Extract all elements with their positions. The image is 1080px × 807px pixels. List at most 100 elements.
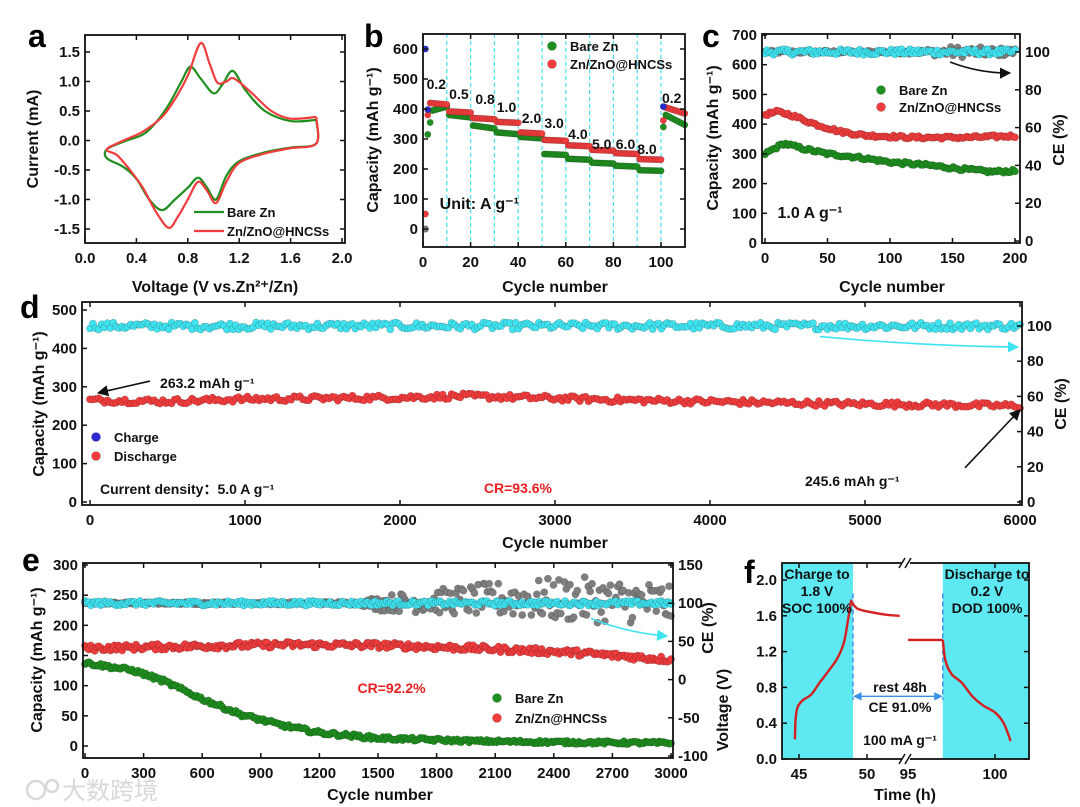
rest-label: rest 48h <box>873 679 927 695</box>
y2-tick-label: 0 <box>1025 233 1033 250</box>
legend-item: Bare Zn <box>492 691 563 706</box>
ce-point <box>657 585 666 593</box>
x-tick-label: 1200 <box>303 765 336 782</box>
legend-label: Discharge <box>114 449 177 464</box>
capacity-point <box>467 109 475 117</box>
y2-tick-label: 100 <box>1025 44 1050 61</box>
ce-point <box>164 325 173 334</box>
current-density-label: Current density：5.0 A g⁻¹ <box>100 481 275 497</box>
series-zn-zn-hncss <box>81 638 675 666</box>
plot-frame <box>81 301 1023 506</box>
panel-e: CR=92.2% Bare Zn Zn/Zn@HNCSs 0 300 600 900 1200… <box>22 542 717 804</box>
legend-item: Bare Zn <box>547 39 618 54</box>
y2-tick-label: 40 <box>1025 157 1042 174</box>
ce-point <box>544 574 552 583</box>
ce-point <box>604 589 613 598</box>
x-tick-label: 150 <box>940 250 965 267</box>
x-axis-label: Cycle number <box>327 787 433 804</box>
y-tick-label: 0.8 <box>756 679 777 696</box>
axis-break-icon <box>898 753 906 765</box>
y-tick-label: 0.4 <box>756 715 778 732</box>
ce-trend-arrow <box>819 335 1020 353</box>
y-axis-label: Current (mA) <box>25 90 42 189</box>
legend-marker <box>91 451 101 461</box>
y-axis-label: Capacity (mAh g⁻¹) <box>365 67 382 212</box>
ce-point <box>771 325 780 334</box>
ce-point <box>527 611 536 619</box>
x-tick-label: 50 <box>859 766 876 783</box>
y2-tick-label: 100 <box>678 595 703 612</box>
current-label: 1.0 A g⁻¹ <box>778 205 843 222</box>
capacity-point <box>1011 167 1019 176</box>
ce-point <box>946 319 954 328</box>
x-tick-label: 0 <box>419 254 427 271</box>
plot-frame <box>422 33 686 248</box>
y-tick-label: -1.0 <box>54 192 80 209</box>
ce-label: CE 91.0% <box>868 699 932 715</box>
y-axis-label: Voltage (V) <box>715 669 732 751</box>
x-tick-label: 1800 <box>420 765 453 782</box>
ce-point <box>582 611 591 619</box>
panel-a: Bare Zn Zn/ZnO@HNCSs 0.0 0.4 0.8 1.2 1.6 2.0 -1.… <box>25 18 352 296</box>
y-tick-label: 500 <box>732 86 757 103</box>
voltage-curve-charge <box>793 599 853 740</box>
y-tick-label: 1.0 <box>59 74 80 91</box>
ce-point <box>465 606 473 615</box>
panel-letter: e <box>22 542 40 578</box>
axis-break-icon <box>904 557 912 569</box>
discharge-label: DOD 100% <box>952 600 1023 616</box>
legend-label: Bare Zn <box>515 691 563 706</box>
ce-point <box>580 573 589 582</box>
ce-point <box>578 324 587 333</box>
x-tick-label: 60 <box>557 254 574 271</box>
x-axis-label: Cycle number <box>839 279 945 296</box>
x-tick-label: 45 <box>791 766 808 783</box>
legend-label: Zn/Zn@HNCSs <box>515 711 607 726</box>
y-tick-label: 200 <box>732 176 757 193</box>
watermark-text: 大数跨境 <box>62 778 158 805</box>
capacity-point <box>659 123 667 131</box>
x-tick-label: 0.0 <box>75 250 96 267</box>
y2-tick-label: -100 <box>678 748 708 765</box>
retention-label: CR=92.2% <box>358 680 427 696</box>
y-tick-label: 600 <box>732 57 757 74</box>
ce-point <box>606 581 615 590</box>
x-tick-label: 1.2 <box>229 250 250 267</box>
ce-point <box>934 319 943 327</box>
x-tick-label: 300 <box>131 765 156 782</box>
y-tick-label: -1.5 <box>54 221 80 238</box>
capacity-point <box>538 130 546 138</box>
rate-label: 6.0 <box>616 136 636 152</box>
y2-tick-label: 80 <box>1025 82 1042 99</box>
ce-point <box>597 608 606 617</box>
rate-label: 3.0 <box>544 115 564 131</box>
x-axis-label: Cycle number <box>502 279 608 296</box>
axis-break-icon <box>898 557 906 569</box>
y-tick-label: 400 <box>52 340 77 357</box>
x-tick-label: 600 <box>190 765 215 782</box>
capacity-point <box>424 131 432 139</box>
x-tick-label: 0.8 <box>177 250 198 267</box>
watermark-icon <box>44 778 60 794</box>
voltage-curve-discharge <box>941 639 1012 742</box>
ce-point <box>470 589 479 597</box>
ce-point <box>615 580 624 589</box>
ce-point <box>586 587 595 596</box>
watermark-icon <box>25 779 47 801</box>
rate-label: 0.5 <box>449 86 469 102</box>
x-tick-label: 2000 <box>383 512 416 529</box>
x-axis-label: Cycle number <box>502 535 608 552</box>
voltage-curve-rest-1 <box>851 601 900 617</box>
legend-marker <box>876 102 886 112</box>
y-tick-label: 50 <box>61 708 78 725</box>
capacity-point <box>1011 133 1019 142</box>
y-axis-label: Capacity (mAh g⁻¹) <box>31 331 48 476</box>
retention-label: CR=93.6% <box>484 480 553 496</box>
plot-frame <box>84 34 346 244</box>
legend-label: Charge <box>114 430 159 445</box>
capacity-annotation: 263.2 mAh g⁻¹ <box>160 375 255 391</box>
cv-curve-1 <box>105 42 320 229</box>
ce-point <box>435 608 444 617</box>
y-tick-label: 200 <box>52 417 77 434</box>
